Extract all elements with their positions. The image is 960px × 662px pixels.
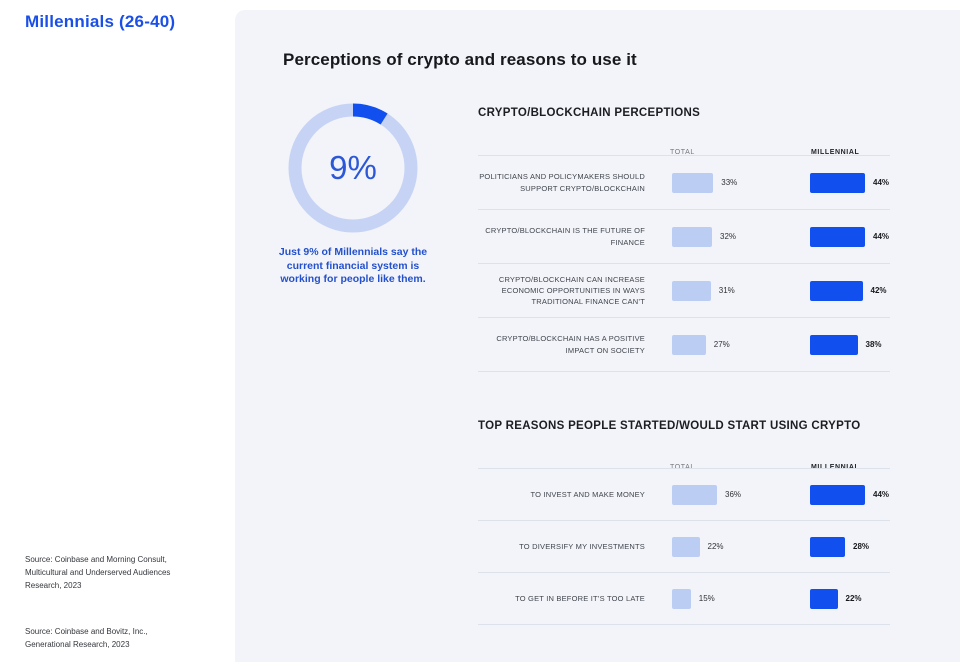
source-note-1: Source: Coinbase and Morning Consult, Mu…: [25, 555, 171, 590]
category-label: CRYPTO/BLOCKCHAIN CAN INCREASE ECONOMIC …: [498, 274, 645, 307]
millennial-bar: [810, 226, 865, 247]
millennial-value: 44%: [873, 232, 890, 241]
table-row: CRYPTO/BLOCKCHAIN CAN INCREASE ECONOMIC …: [478, 264, 890, 318]
donut-caption: Just 9% of Millennials say the current f…: [278, 246, 428, 286]
section-reasons: TOP REASONS PEOPLE STARTED/WOULD START U…: [478, 420, 890, 625]
category-label: TO INVEST AND MAKE MONEY: [530, 489, 645, 499]
millennial-value: 44%: [873, 490, 890, 499]
millennial-cell: 42%: [810, 280, 887, 301]
total-value: 33%: [721, 178, 738, 187]
panel-title: Perceptions of crypto and reasons to use…: [283, 50, 637, 69]
millennial-cell: 44%: [810, 172, 890, 193]
millennial-cell: 22%: [810, 588, 862, 609]
millennial-bar: [810, 536, 845, 557]
millennial-cell: 44%: [810, 226, 890, 247]
millennial-cell: 28%: [810, 536, 870, 557]
total-value: 22%: [707, 542, 724, 551]
total-bar: [672, 226, 712, 247]
category-label: CRYPTO/BLOCKCHAIN IS THE FUTURE OF FINAN…: [485, 226, 645, 247]
source-note-2: Source: Coinbase and Bovitz, Inc., Gener…: [25, 627, 148, 649]
column-header-total: TOTAL: [670, 149, 695, 156]
donut-segment: [288, 103, 418, 233]
total-cell: 15%: [672, 588, 810, 609]
millennial-bar: [810, 484, 865, 505]
donut-chart: 9%: [288, 103, 418, 233]
total-cell: 33%: [672, 172, 810, 193]
total-bar: [672, 484, 717, 505]
donut-svg: [288, 103, 418, 233]
millennial-value: 28%: [853, 542, 870, 551]
millennial-value: 44%: [873, 178, 890, 187]
millennial-value: 22%: [845, 594, 862, 603]
millennial-cell: 38%: [810, 334, 882, 355]
category-label: TO DIVERSIFY MY INVESTMENTS: [519, 541, 645, 551]
table-row: TO GET IN BEFORE IT’S TOO LATE 15% 22%: [478, 573, 890, 625]
table-row: TO DIVERSIFY MY INVESTMENTS 22% 28%: [478, 521, 890, 573]
page-title: Millennials (26-40): [25, 12, 176, 31]
total-bar: [672, 588, 691, 609]
total-value: 15%: [698, 594, 715, 603]
table-row: POLITICIANS AND POLICYMAKERS SHOULD SUPP…: [478, 156, 890, 210]
total-value: 31%: [718, 286, 735, 295]
total-value: 32%: [720, 232, 737, 241]
content-panel: Perceptions of crypto and reasons to use…: [235, 10, 960, 662]
category-label: POLITICIANS AND POLICYMAKERS SHOULD SUPP…: [479, 172, 645, 193]
section-perceptions: CRYPTO/BLOCKCHAIN PERCEPTIONS TOTAL MILL…: [478, 107, 890, 372]
section-header: TOP REASONS PEOPLE STARTED/WOULD START U…: [478, 420, 861, 432]
table-row: CRYPTO/BLOCKCHAIN HAS A POSITIVE IMPACT …: [478, 318, 890, 372]
category-label: TO GET IN BEFORE IT’S TOO LATE: [515, 593, 645, 603]
total-cell: 22%: [672, 536, 810, 557]
total-cell: 36%: [672, 484, 810, 505]
total-cell: 31%: [672, 280, 810, 301]
bar-table: POLITICIANS AND POLICYMAKERS SHOULD SUPP…: [478, 155, 890, 372]
total-bar: [672, 172, 714, 193]
millennial-bar: [810, 172, 865, 193]
donut-center-value: 9%: [329, 149, 377, 186]
column-header-total: TOTAL: [670, 464, 695, 471]
total-bar: [672, 334, 706, 355]
bar-table: TO INVEST AND MAKE MONEY 36% 44% TO DIVERSI…: [478, 468, 890, 625]
total-value: 27%: [713, 340, 730, 349]
millennial-value: 38%: [865, 340, 882, 349]
millennial-cell: 44%: [810, 484, 890, 505]
total-cell: 32%: [672, 226, 810, 247]
column-header-millennial: MILLENNIAL: [811, 149, 860, 156]
total-value: 36%: [725, 490, 742, 499]
category-label: CRYPTO/BLOCKCHAIN HAS A POSITIVE IMPACT …: [496, 334, 645, 355]
section-header: CRYPTO/BLOCKCHAIN PERCEPTIONS: [478, 107, 701, 119]
table-row: CRYPTO/BLOCKCHAIN IS THE FUTURE OF FINAN…: [478, 210, 890, 264]
millennial-bar: [810, 280, 863, 301]
total-cell: 27%: [672, 334, 810, 355]
total-bar: [672, 280, 711, 301]
millennial-bar: [810, 588, 838, 609]
millennial-value: 42%: [870, 286, 887, 295]
total-bar: [672, 536, 700, 557]
table-row: TO INVEST AND MAKE MONEY 36% 44%: [478, 469, 890, 521]
column-header-millennial: MILLENNIAL: [811, 464, 860, 471]
millennial-bar: [810, 334, 858, 355]
